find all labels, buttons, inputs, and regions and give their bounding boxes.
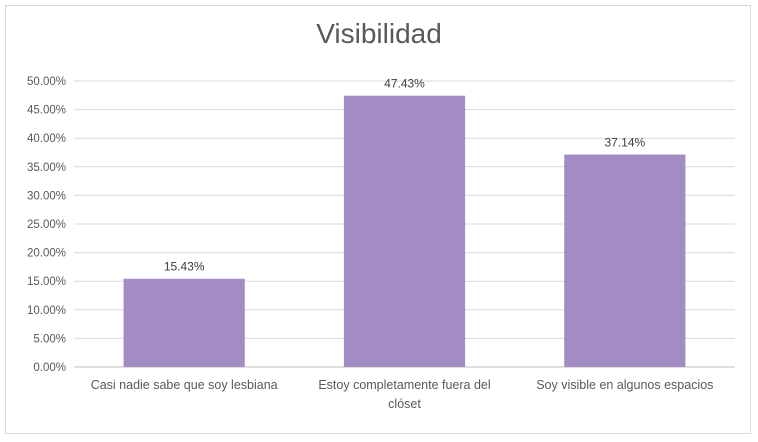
data-label: 37.14% bbox=[604, 136, 645, 150]
y-tick-label: 10.00% bbox=[27, 305, 66, 317]
bar bbox=[564, 154, 686, 367]
bar bbox=[123, 278, 245, 367]
y-tick-label: 25.00% bbox=[27, 219, 66, 231]
y-tick-label: 30.00% bbox=[27, 190, 66, 202]
data-labels: 15.43% 47.43% 37.14% bbox=[164, 77, 646, 274]
y-tick-label: 50.00% bbox=[27, 76, 66, 88]
y-axis-ticks: 0.00% 5.00% 10.00% 15.00% 20.00% 25.00% 30.00%… bbox=[27, 76, 66, 374]
y-tick-label: 5.00% bbox=[33, 333, 66, 345]
x-axis-categories: Casi nadie sabe que soy lesbiana Estoy co… bbox=[91, 378, 714, 411]
data-label: 47.43% bbox=[384, 77, 425, 91]
x-category-label: Casi nadie sabe que soy lesbiana bbox=[91, 378, 278, 392]
x-category-label: Estoy completamente fuera del clóset bbox=[318, 378, 490, 411]
y-tick-label: 0.00% bbox=[33, 362, 66, 374]
y-tick-label: 45.00% bbox=[27, 105, 66, 117]
data-label: 15.43% bbox=[164, 260, 205, 274]
bars bbox=[123, 95, 686, 367]
x-category-label: Soy visible en algunos espacios bbox=[536, 378, 713, 392]
bar bbox=[343, 95, 466, 367]
y-tick-label: 20.00% bbox=[27, 248, 66, 260]
y-tick-label: 40.00% bbox=[27, 133, 66, 145]
y-tick-label: 15.00% bbox=[27, 276, 66, 288]
chart-title: Visibilidad bbox=[316, 18, 442, 49]
y-tick-label: 35.00% bbox=[27, 162, 66, 174]
